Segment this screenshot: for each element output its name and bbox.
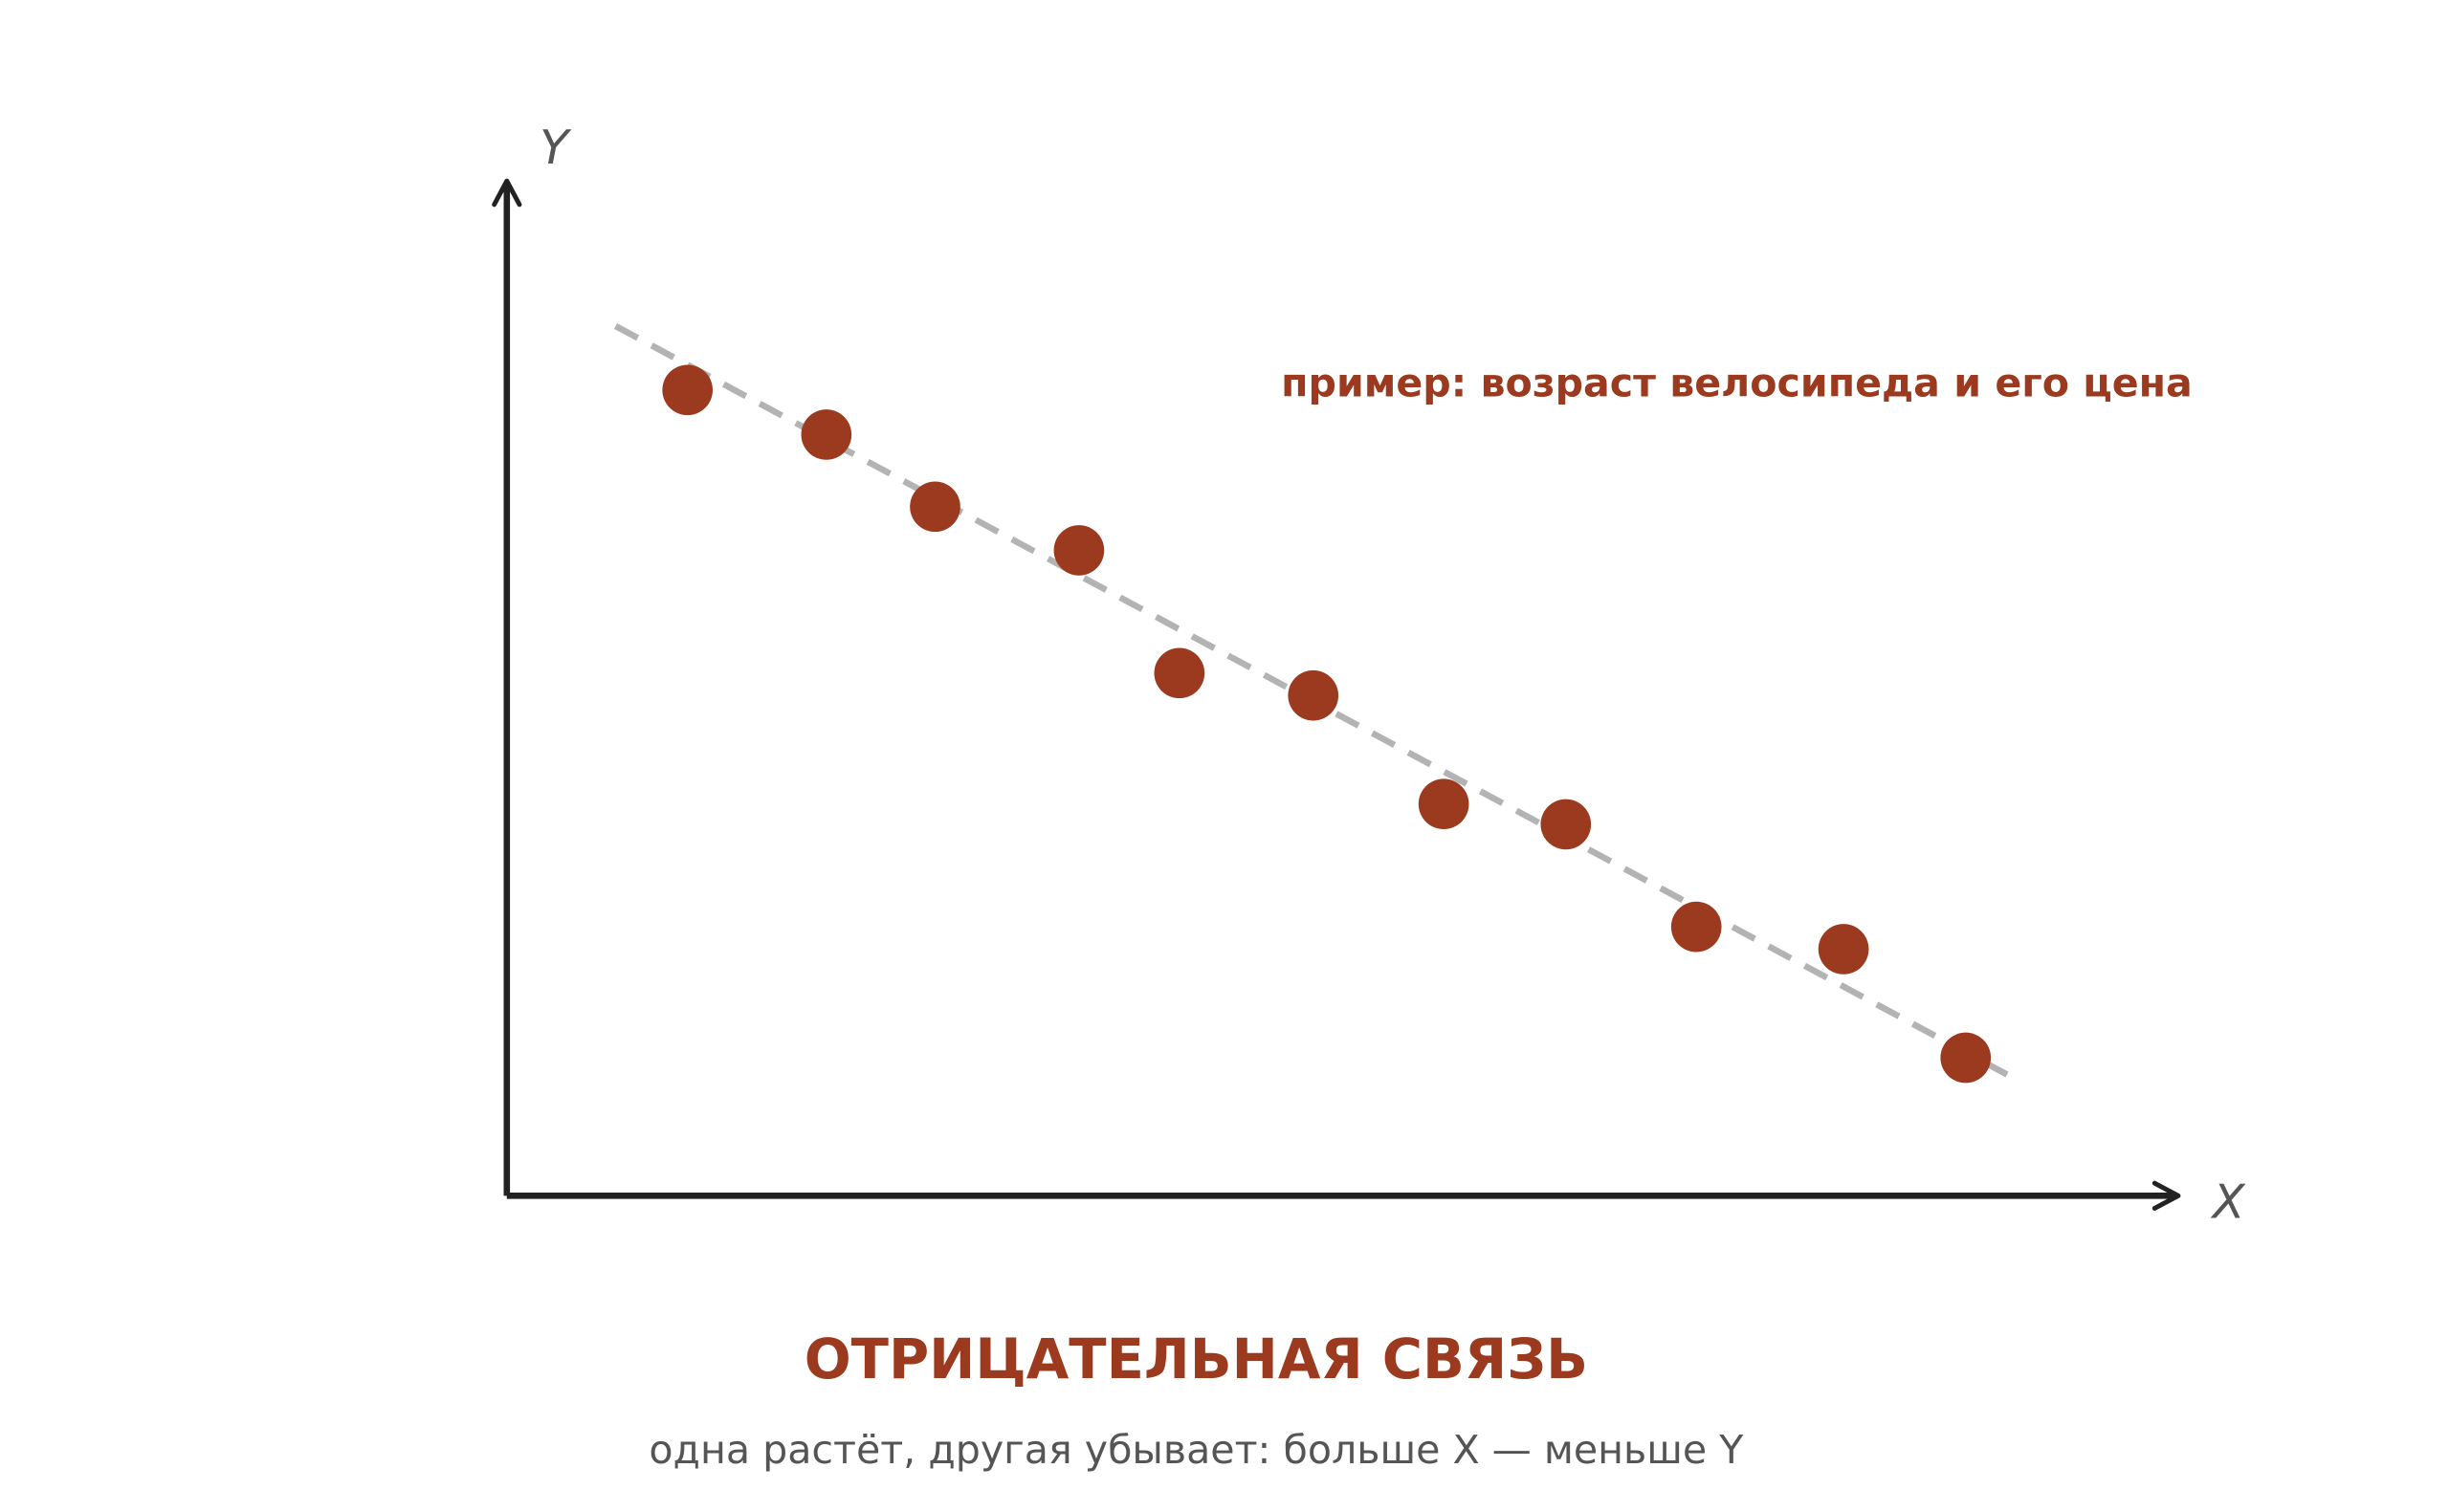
scatter-point — [1288, 669, 1339, 721]
chart-title: ОТРИЦАТЕЛЬНАЯ СВЯЗЬ — [805, 1327, 1588, 1391]
scatter-point — [1670, 901, 1722, 953]
chart-subtitle: одна растёт, другая убывает: больше X — … — [649, 1427, 1744, 1473]
scatter-point — [1818, 924, 1869, 975]
scatter-point — [662, 364, 714, 416]
x-axis-label: X — [2210, 1173, 2246, 1229]
scatter-point — [910, 481, 960, 533]
y-axis-label: Y — [540, 120, 572, 175]
scatter-point — [1053, 525, 1105, 576]
scatter-point — [801, 409, 852, 460]
scatter-point — [1540, 799, 1592, 850]
annotation: пример: возраст велосипеда и его цена — [1281, 361, 2193, 406]
scatter-point — [1418, 778, 1469, 830]
scatter-point — [1154, 647, 1205, 699]
scatter-point — [1940, 1032, 1992, 1084]
